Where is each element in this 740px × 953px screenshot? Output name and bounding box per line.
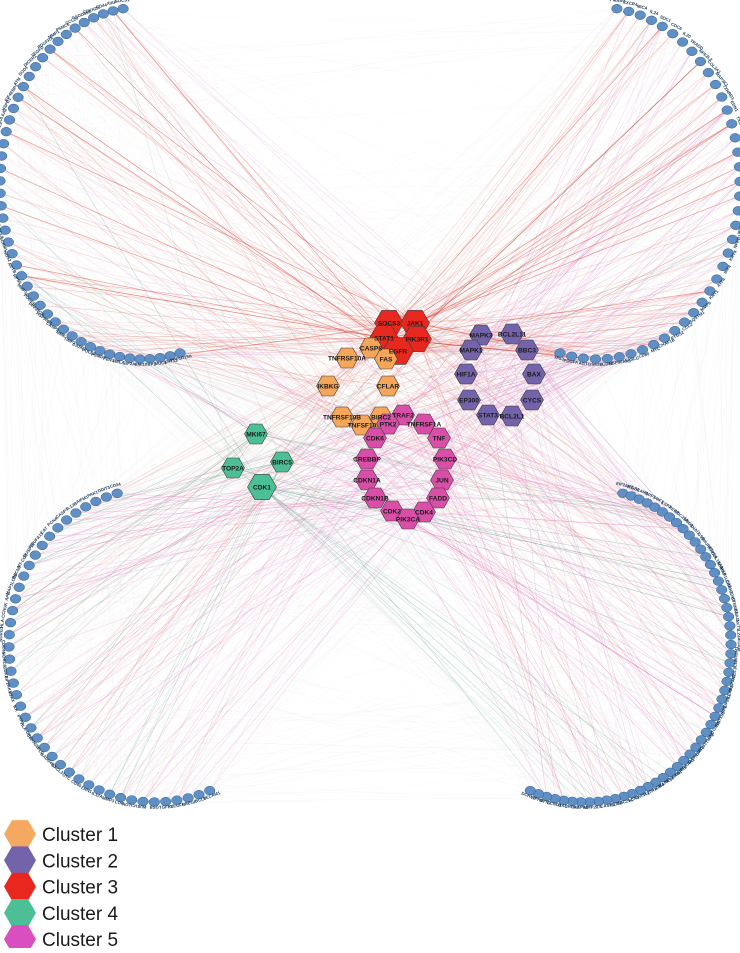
svg-text:STAT1: STAT1 <box>374 335 394 342</box>
svg-text:STAT3: STAT3 <box>478 412 498 419</box>
svg-text:TNFRSF10B: TNFRSF10B <box>323 414 361 421</box>
svg-text:SOCS3: SOCS3 <box>378 320 401 327</box>
svg-text:EP300: EP300 <box>459 397 479 404</box>
svg-text:BIRC5: BIRC5 <box>272 459 292 466</box>
svg-text:CDKN1A: CDKN1A <box>353 477 381 484</box>
svg-text:HIF1A: HIF1A <box>456 371 475 378</box>
svg-text:PIK3CD: PIK3CD <box>433 456 457 463</box>
svg-text:Cluster 5: Cluster 5 <box>42 930 118 948</box>
svg-text:TRAF2: TRAF2 <box>392 412 414 419</box>
svg-text:JUN: JUN <box>435 477 448 484</box>
svg-text:CDK6: CDK6 <box>366 435 384 442</box>
svg-text:TNFRSF10A: TNFRSF10A <box>328 355 366 362</box>
svg-text:TNF: TNF <box>433 435 446 442</box>
svg-text:VIM: VIM <box>139 804 147 810</box>
svg-text:CDK2: CDK2 <box>383 508 401 515</box>
svg-text:PIK3R1: PIK3R1 <box>405 336 428 343</box>
svg-text:CASP8: CASP8 <box>360 345 382 352</box>
svg-text:IL6: IL6 <box>595 804 602 810</box>
svg-text:MAPK3: MAPK3 <box>469 332 492 339</box>
svg-text:PTK2: PTK2 <box>380 421 397 428</box>
svg-text:CFLAR: CFLAR <box>377 383 400 390</box>
svg-text:MKI67: MKI67 <box>246 431 266 438</box>
svg-text:CDK1: CDK1 <box>253 484 271 491</box>
svg-text:BIRC2: BIRC2 <box>371 414 391 421</box>
svg-text:FADD: FADD <box>429 495 447 502</box>
svg-text:BAX: BAX <box>527 371 542 378</box>
svg-text:AGT: AGT <box>578 361 588 367</box>
svg-text:FAS: FAS <box>380 356 393 363</box>
svg-text:TNFRSF1A: TNFRSF1A <box>407 421 442 428</box>
svg-text:PIK3CA: PIK3CA <box>396 516 420 523</box>
svg-text:IKBKG: IKBKG <box>317 383 338 390</box>
svg-text:BCL2L11: BCL2L11 <box>498 331 527 338</box>
svg-text:BBC3: BBC3 <box>518 347 536 354</box>
svg-text:CYCS: CYCS <box>523 397 542 404</box>
svg-text:GSK3B: GSK3B <box>588 362 603 367</box>
svg-text:Cluster 2: Cluster 2 <box>42 851 118 872</box>
svg-text:EGFR: EGFR <box>389 348 408 355</box>
svg-text:JAK1: JAK1 <box>407 320 424 327</box>
svg-text:CD86: CD86 <box>602 361 614 367</box>
svg-text:BCL2L1: BCL2L1 <box>500 413 525 420</box>
svg-text:TNFSF10: TNFSF10 <box>348 422 377 429</box>
svg-text:Cluster 3: Cluster 3 <box>42 878 118 899</box>
svg-text:CDK4: CDK4 <box>415 509 433 516</box>
svg-text:Cluster 1: Cluster 1 <box>42 825 118 846</box>
svg-text:Cluster 4: Cluster 4 <box>42 904 118 925</box>
svg-text:CDKN1B: CDKN1B <box>361 495 389 502</box>
svg-text:MAPK1: MAPK1 <box>459 347 482 354</box>
svg-text:CREBBP: CREBBP <box>353 456 381 463</box>
svg-text:TOP2A: TOP2A <box>222 465 244 472</box>
